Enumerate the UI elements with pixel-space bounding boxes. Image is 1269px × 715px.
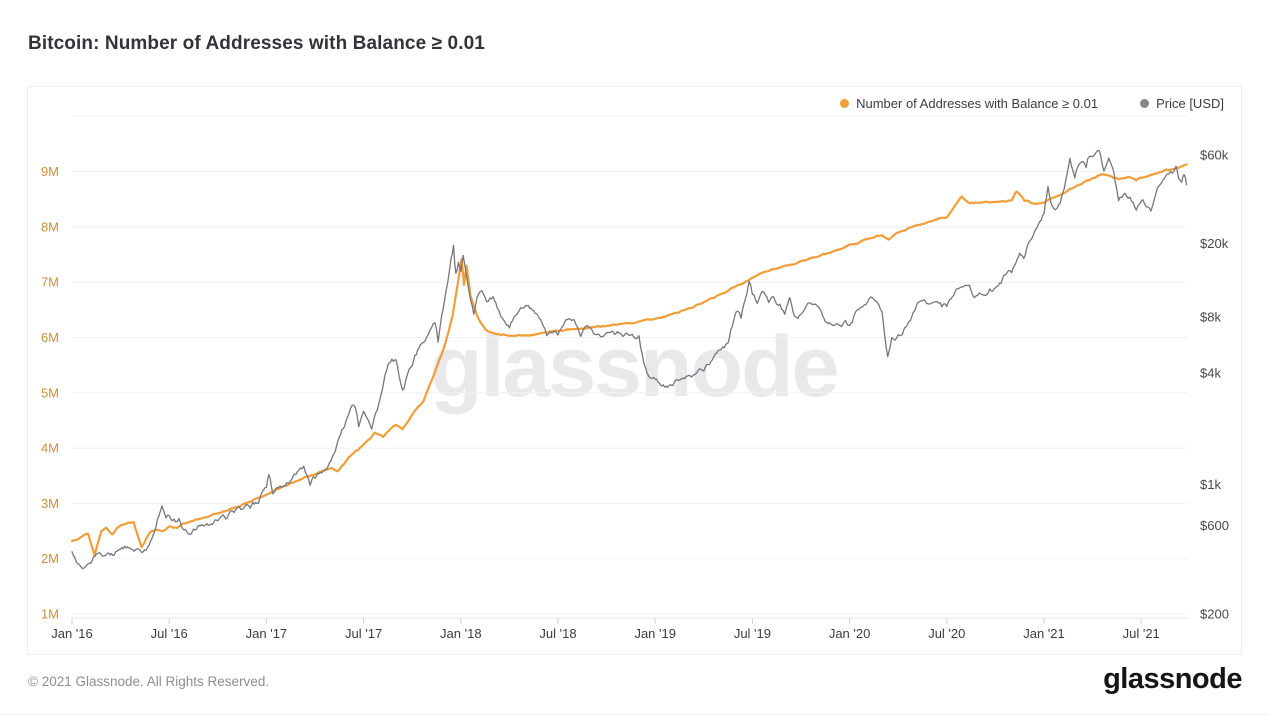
price-line [71, 149, 1188, 570]
x-tick-label: Jul '18 [539, 626, 576, 641]
x-tick-label: Jan '16 [51, 626, 93, 641]
y-right-tick-label: $8k [1200, 310, 1221, 325]
x-tick-label: Jul '20 [928, 626, 965, 641]
glassnode-logo: glassnode [1103, 663, 1242, 695]
legend-dot-price-icon [1140, 99, 1150, 108]
copyright-text: © 2021 Glassnode. All Rights Reserved. [28, 674, 270, 689]
y-left-tick-label: 4M [41, 441, 59, 456]
y-right-tick-label: $60k [1200, 148, 1229, 163]
x-tick-label: Jan '19 [634, 626, 676, 641]
legend-label-price: Price [USD] [1156, 96, 1224, 111]
y-right-tick-label: $1k [1200, 477, 1221, 492]
y-right-tick-label: $200 [1200, 607, 1229, 622]
chart-card: Number of Addresses with Balance ≥ 0.01 … [27, 86, 1242, 655]
y-left-tick-label: 3M [41, 496, 59, 511]
y-left-tick-label: 7M [41, 275, 59, 290]
y-left-tick-label: 5M [41, 385, 59, 400]
x-tick-label: Jan '20 [829, 626, 871, 641]
page-title: Bitcoin: Number of Addresses with Balanc… [28, 33, 485, 54]
x-tick-label: Jan '21 [1023, 626, 1065, 641]
legend-item-addresses[interactable]: Number of Addresses with Balance ≥ 0.01 [840, 96, 1098, 111]
y-left-tick-label: 6M [41, 330, 59, 345]
y-right-tick-label: $20k [1200, 236, 1229, 251]
x-tick-label: Jul '16 [151, 626, 188, 641]
legend-label-addresses: Number of Addresses with Balance ≥ 0.01 [856, 96, 1099, 111]
chart-legend: Number of Addresses with Balance ≥ 0.01 … [840, 96, 1224, 111]
y-right-tick-label: $4k [1200, 365, 1221, 380]
x-tick-label: Jul '21 [1123, 626, 1160, 641]
chart-canvas[interactable]: Jan '16 Jul '16 Jan '17 Jul '17 Jan '18 Jul '… [28, 87, 1241, 654]
legend-item-price[interactable]: Price [USD] [1140, 96, 1224, 111]
x-tick-label: Jul '17 [345, 626, 382, 641]
y-left-tick-label: 2M [41, 551, 59, 566]
addresses-line [70, 163, 1188, 557]
y-right-tick-label: $600 [1200, 518, 1229, 533]
y-left-tick-label: 1M [41, 607, 59, 622]
y-left-tick-label: 8M [41, 219, 59, 234]
y-left-tick-label: 9M [41, 164, 59, 179]
legend-dot-addresses-icon [840, 99, 850, 108]
x-tick-label: Jan '18 [440, 626, 482, 641]
x-tick-label: Jul '19 [734, 626, 771, 641]
x-tick-label: Jan '17 [246, 626, 288, 641]
